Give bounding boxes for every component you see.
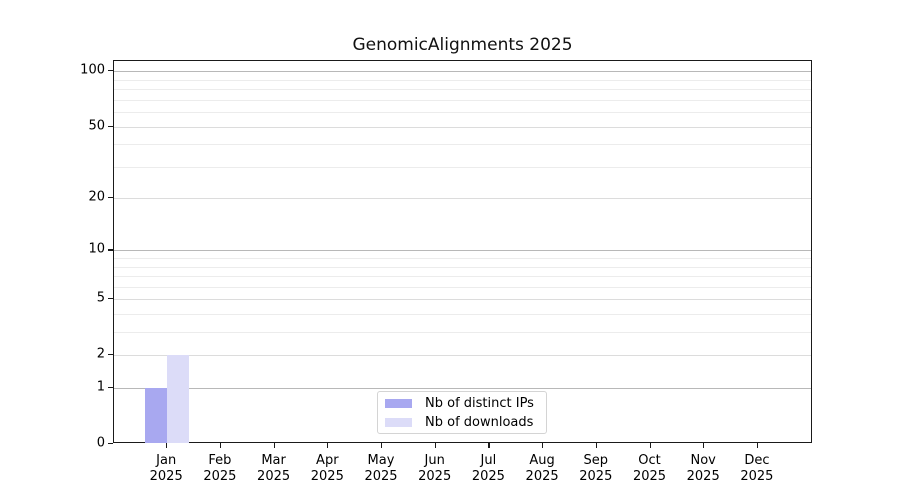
x-tick-mark-aug <box>542 443 544 448</box>
gridline-y-60 <box>114 112 811 113</box>
gridline-y-90 <box>114 79 811 81</box>
y-tick-mark-10 <box>108 249 113 251</box>
x-tick-mark-mar <box>273 443 275 448</box>
y-tick-mark-0 <box>108 443 113 445</box>
x-tick-label-may: May 2025 <box>364 453 398 484</box>
gridline-y-5 <box>114 299 811 301</box>
y-tick-label-1: 1 <box>96 379 105 395</box>
x-tick-mark-apr <box>327 443 329 448</box>
y-tick-mark-2 <box>108 354 113 356</box>
x-tick-label-mar: Mar 2025 <box>257 453 291 484</box>
y-tick-label-5: 5 <box>96 290 105 306</box>
gridline-y-1 <box>114 388 811 389</box>
x-tick-label-oct: Oct 2025 <box>632 453 667 484</box>
gridline-y-4 <box>114 314 811 315</box>
y-tick-label-10: 10 <box>88 241 105 257</box>
bar-jan-distinct-ips <box>145 388 168 443</box>
x-tick-mark-nov <box>703 443 705 448</box>
gridline-y-100 <box>114 71 811 73</box>
legend: Nb of distinct IPs Nb of downloads <box>377 391 547 434</box>
gridline-y-20 <box>114 198 811 200</box>
x-tick-label-jul: Jul 2025 <box>471 453 505 484</box>
x-tick-mark-jun <box>434 443 436 448</box>
x-tick-mark-sep <box>595 443 597 448</box>
chart-title: GenomicAlignments 2025 <box>352 35 573 55</box>
y-tick-label-0: 0 <box>96 435 105 451</box>
gridline-y-8 <box>114 266 811 268</box>
gridline-y-30 <box>114 166 811 168</box>
x-tick-label-feb: Feb 2025 <box>203 453 237 484</box>
y-tick-label-50: 50 <box>88 118 105 133</box>
y-tick-label-2: 2 <box>96 346 105 362</box>
y-tick-mark-20 <box>108 197 113 199</box>
x-tick-label-aug: Aug 2025 <box>525 453 559 484</box>
gridline-y-10 <box>114 250 811 252</box>
y-tick-mark-1 <box>108 387 113 389</box>
legend-item-distinct-ips: Nb of distinct IPs <box>385 395 539 411</box>
gridline-y-40 <box>114 144 811 146</box>
legend-item-downloads: Nb of downloads <box>385 414 539 430</box>
legend-swatch-distinct-ips <box>385 398 412 408</box>
plot-area <box>113 60 812 443</box>
gridline-y-2 <box>114 355 811 357</box>
gridline-y-9 <box>114 258 811 260</box>
y-tick-mark-5 <box>108 298 113 300</box>
gridline-y-80 <box>114 89 811 91</box>
legend-label-distinct-ips: Nb of distinct IPs <box>425 395 534 411</box>
y-tick-mark-100 <box>108 70 113 72</box>
x-tick-mark-may <box>381 443 383 448</box>
legend-swatch-downloads <box>385 417 412 427</box>
bar-jan-downloads <box>167 355 190 443</box>
x-tick-label-jan: Jan 2025 <box>149 453 183 484</box>
x-tick-label-apr: Apr 2025 <box>310 453 344 484</box>
x-tick-mark-dec <box>756 443 759 448</box>
x-tick-label-sep: Sep 2025 <box>579 453 613 484</box>
x-tick-label-dec: Dec 2025 <box>740 453 774 484</box>
x-tick-label-nov: Nov 2025 <box>686 453 720 484</box>
legend-label-downloads: Nb of downloads <box>425 414 534 430</box>
gridline-y-70 <box>114 99 811 101</box>
x-tick-mark-feb <box>219 443 222 448</box>
x-tick-mark-oct <box>649 443 651 448</box>
gridline-y-3 <box>114 332 811 333</box>
gridline-y-50 <box>114 126 811 128</box>
x-tick-label-jun: Jun 2025 <box>418 453 452 484</box>
x-tick-mark-jan <box>166 443 168 448</box>
gridline-y-7 <box>114 276 811 278</box>
gridline-y-6 <box>114 286 811 288</box>
y-tick-label-20: 20 <box>88 189 105 205</box>
y-tick-label-100: 100 <box>80 62 105 78</box>
x-tick-mark-jul <box>488 443 490 448</box>
y-tick-mark-50 <box>108 125 113 127</box>
